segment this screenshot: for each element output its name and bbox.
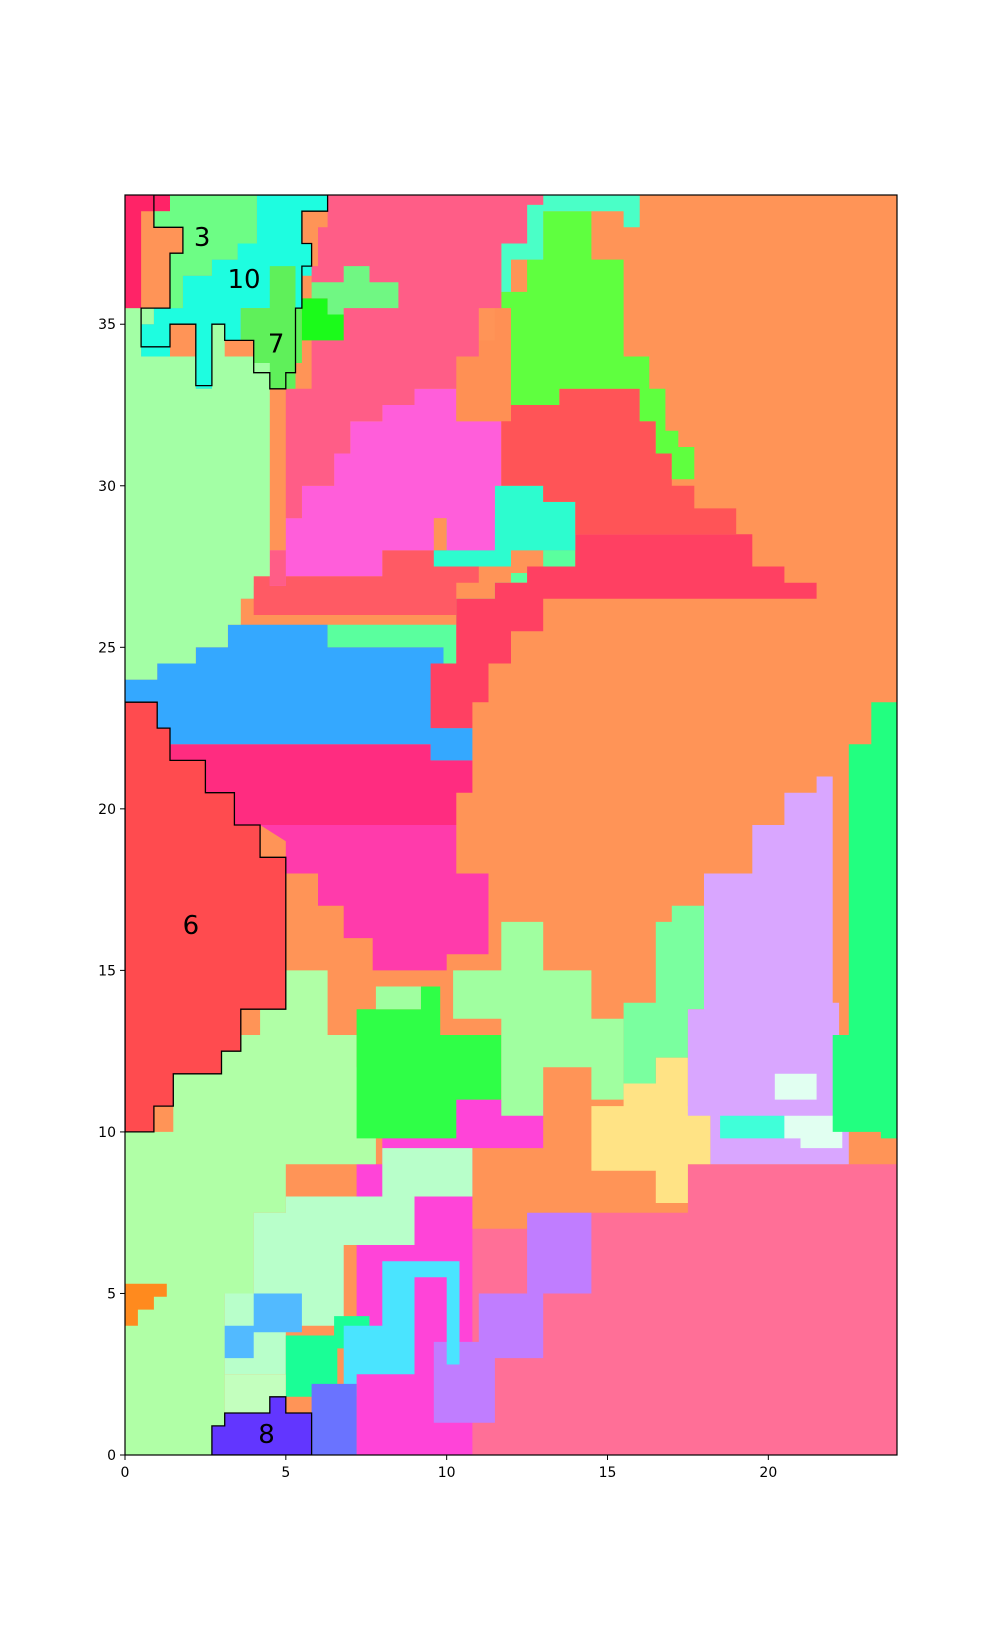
region-20 — [170, 744, 473, 825]
region-6 — [343, 1261, 460, 1397]
plot-frame — [124, 194, 898, 1456]
region-25 — [240, 550, 479, 615]
region-8 — [311, 1383, 357, 1455]
region-31 — [501, 195, 640, 292]
y-tick-label: 15 — [98, 963, 116, 979]
y-tick-label: 20 — [98, 802, 116, 818]
region-12 — [356, 986, 502, 1139]
y-tick-label: 35 — [98, 317, 116, 333]
y-tick-label: 30 — [98, 479, 116, 495]
region-16 — [687, 776, 849, 1165]
region-19 — [832, 702, 897, 1139]
region-17 — [720, 1115, 785, 1139]
region-outline-0 — [140, 195, 329, 390]
region-38 — [240, 266, 302, 389]
region-22 — [125, 624, 473, 761]
region-24 — [430, 534, 817, 729]
region-13 — [375, 921, 624, 1116]
x-tick-label: 10 — [438, 1465, 456, 1481]
x-tick-label: 20 — [759, 1465, 777, 1481]
region-14 — [591, 1057, 711, 1203]
region-2 — [433, 1212, 592, 1423]
y-tick-label: 0 — [107, 1448, 116, 1464]
annotation-layer: 3 10 7 6 8 — [183, 223, 285, 1450]
region-outline-2 — [211, 1396, 313, 1455]
x-tick-label: 5 — [281, 1465, 290, 1481]
region-40 — [311, 266, 399, 315]
region-28 — [501, 388, 737, 535]
region-27 — [253, 388, 502, 586]
region-15 — [623, 905, 704, 1084]
region-23 — [327, 550, 576, 664]
y-tick-label: 10 — [98, 1125, 116, 1141]
y-tick-label: 5 — [107, 1286, 116, 1302]
y-tick-label: 25 — [98, 640, 116, 656]
region-35 — [125, 195, 170, 309]
region-21 — [260, 825, 489, 971]
region-label-3: 3 — [194, 223, 211, 253]
region-label-6: 6 — [183, 911, 200, 941]
x-axis: 0 5 10 15 20 — [121, 1455, 777, 1481]
plot-area — [124, 194, 898, 1456]
region-33 — [125, 308, 286, 680]
region-29 — [501, 211, 695, 480]
region-3 — [125, 905, 376, 1455]
region-label-8: 8 — [258, 1420, 275, 1450]
region-11 — [125, 702, 286, 1132]
region-label-7: 7 — [268, 330, 285, 360]
region-layer — [125, 195, 897, 1455]
region-outline-1 — [125, 701, 287, 1133]
region-37 — [141, 195, 328, 389]
region-10 — [125, 1283, 167, 1326]
outline-layer — [125, 195, 329, 1455]
region-7 — [224, 1293, 302, 1359]
region-label-10: 10 — [227, 265, 260, 295]
x-tick-label: 15 — [599, 1465, 617, 1481]
region-39 — [301, 298, 344, 341]
x-tick-label: 0 — [121, 1465, 130, 1481]
y-axis: 0 5 10 15 20 25 30 35 — [98, 317, 125, 1464]
region-34 — [224, 1374, 286, 1413]
region-9 — [211, 1396, 312, 1455]
region-30 — [456, 308, 511, 422]
region-18 — [736, 1073, 843, 1149]
region-36 — [153, 195, 257, 309]
